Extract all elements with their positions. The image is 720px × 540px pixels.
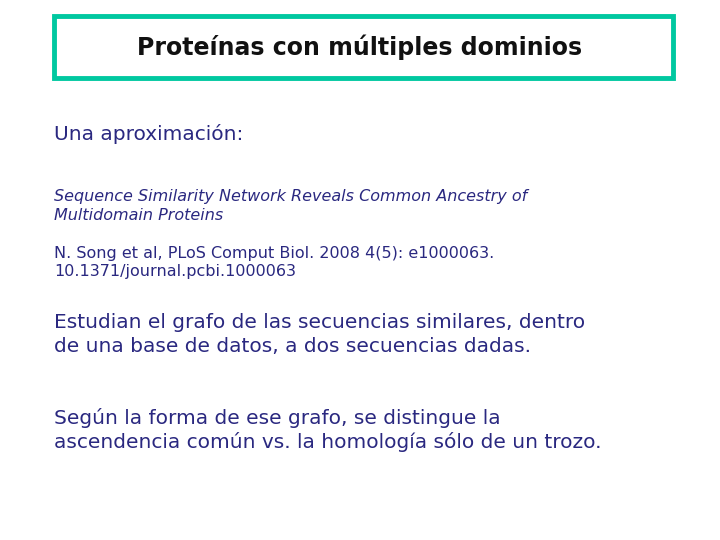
FancyBboxPatch shape [54, 16, 673, 78]
Text: Proteínas con múltiples dominios: Proteínas con múltiples dominios [138, 35, 582, 60]
Text: N. Song et al, PLoS Comput Biol. 2008 4(5): e1000063.
10.1371/journal.pcbi.10000: N. Song et al, PLoS Comput Biol. 2008 4(… [54, 246, 494, 279]
Text: Estudian el grafo de las secuencias similares, dentro
de una base de datos, a do: Estudian el grafo de las secuencias simi… [54, 313, 585, 356]
Text: Una aproximación:: Una aproximación: [54, 124, 243, 144]
Text: Sequence Similarity Network Reveals Common Ancestry of
Multidomain Proteins: Sequence Similarity Network Reveals Comm… [54, 189, 527, 222]
Text: Según la forma de ese grafo, se distingue la
ascendencia común vs. la homología : Según la forma de ese grafo, se distingu… [54, 408, 601, 453]
